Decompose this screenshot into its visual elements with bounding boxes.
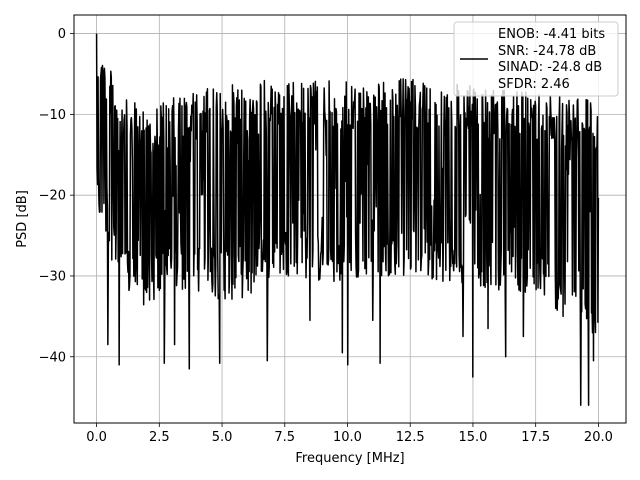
axes-frame (73, 14, 627, 424)
x-tick-label: 10.0 (333, 430, 362, 445)
legend-box (453, 21, 619, 97)
x-tick-label: 5.0 (212, 430, 233, 445)
legend: ENOB: -4.41 bits SNR: -24.78 dB SINAD: -… (453, 21, 619, 97)
legend-entry-enob: ENOB: -4.41 bits (498, 27, 605, 42)
y-tick-label: −10 (39, 108, 66, 123)
y-tick-label: −30 (39, 269, 66, 284)
psd-series-line (95, 33, 600, 406)
legend-entry-snr: SNR: -24.78 dB (498, 44, 596, 59)
y-axis-label: PSD [dB] (15, 190, 30, 248)
x-tick-label: 17.5 (521, 430, 550, 445)
x-tick-label: 7.5 (274, 430, 295, 445)
x-tick-label: 2.5 (149, 430, 170, 445)
series-layer (95, 33, 600, 406)
x-tick-label: 15.0 (458, 430, 487, 445)
x-axis-label: Frequency [MHz] (295, 451, 404, 466)
y-tick-label: −20 (39, 189, 66, 204)
ticks: 0.0 2.5 5.0 7.5 10.0 12.5 15.0 17.5 20.0 0 −10 −20 −… (39, 27, 613, 445)
x-tick-label: 12.5 (396, 430, 425, 445)
y-tick-label: 0 (58, 27, 66, 42)
legend-entry-sfdr: SFDR: 2.46 (498, 77, 570, 92)
x-tick-label: 20.0 (584, 430, 613, 445)
x-tick-label: 0.0 (86, 430, 107, 445)
legend-entry-sinad: SINAD: -24.8 dB (498, 60, 602, 75)
y-tick-label: −40 (39, 350, 66, 365)
